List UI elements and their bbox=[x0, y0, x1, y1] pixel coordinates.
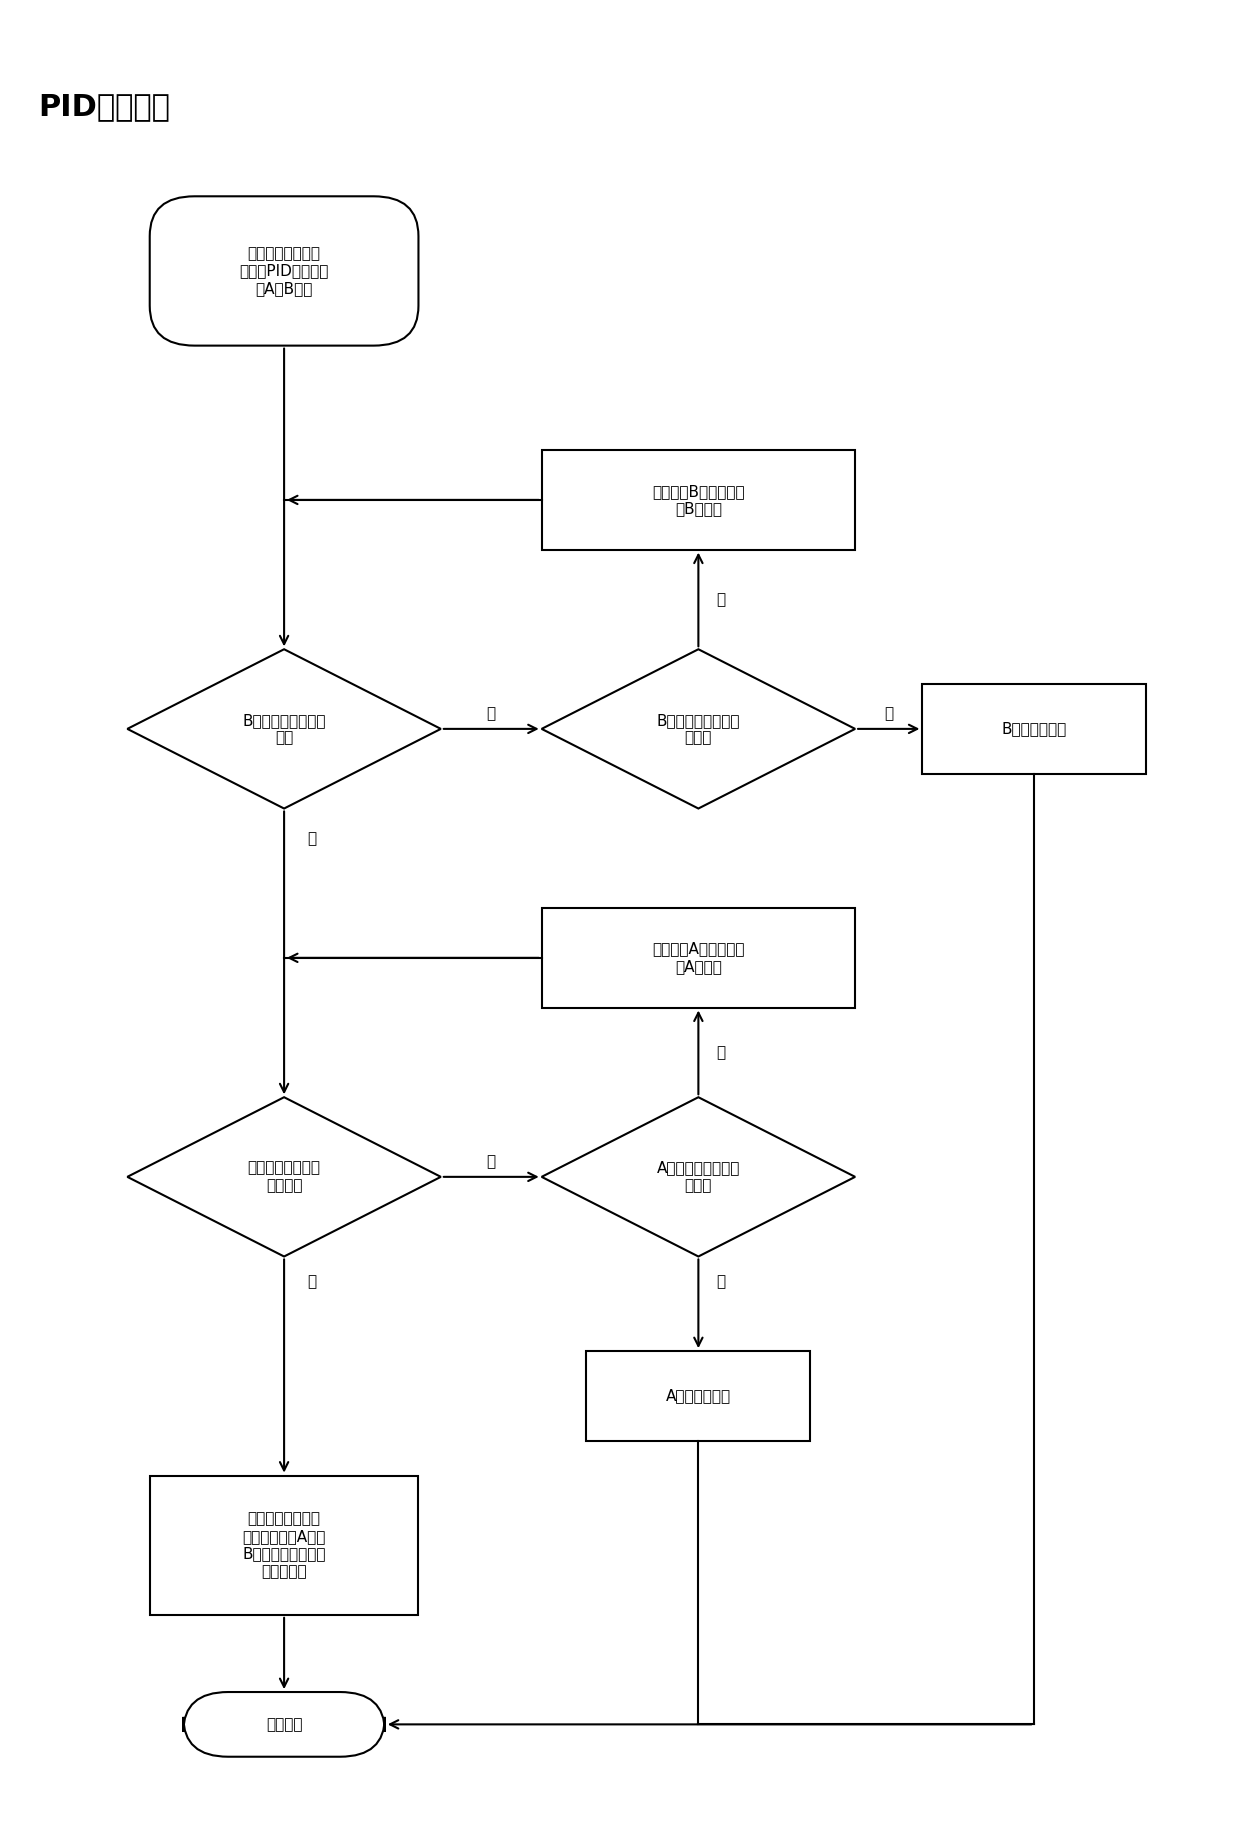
Text: 透前电导是否在偏
差范围内: 透前电导是否在偏 差范围内 bbox=[248, 1161, 321, 1194]
FancyBboxPatch shape bbox=[150, 1475, 418, 1615]
Polygon shape bbox=[542, 1098, 856, 1257]
Text: 是: 是 bbox=[308, 832, 316, 846]
Text: 否: 否 bbox=[486, 706, 496, 721]
Text: 调整成功，记录当
前离子浓度下A泵、
B泵速度，作为下次
调节的依据: 调整成功，记录当 前离子浓度下A泵、 B泵速度，作为下次 调节的依据 bbox=[242, 1512, 326, 1578]
FancyBboxPatch shape bbox=[184, 1693, 384, 1757]
FancyBboxPatch shape bbox=[923, 684, 1146, 774]
Polygon shape bbox=[128, 1098, 441, 1257]
Text: 开始调节B泵转速，下
发B泵速率: 开始调节B泵转速，下 发B泵速率 bbox=[652, 484, 745, 516]
Text: 开始调节A泵转速，下
发A泵速率: 开始调节A泵转速，下 发A泵速率 bbox=[652, 942, 745, 974]
Text: 开始进行微调，下
发使用PID方法计算
的A、B泵速: 开始进行微调，下 发使用PID方法计算 的A、B泵速 bbox=[239, 246, 329, 296]
Text: B浓缩液不合格: B浓缩液不合格 bbox=[1002, 721, 1066, 736]
Polygon shape bbox=[542, 649, 856, 809]
Text: 是: 是 bbox=[717, 1044, 725, 1061]
Text: 微调结束: 微调结束 bbox=[265, 1717, 303, 1732]
FancyBboxPatch shape bbox=[150, 196, 418, 346]
Text: B电导是否在偏差范
围内: B电导是否在偏差范 围内 bbox=[242, 713, 326, 745]
Polygon shape bbox=[128, 649, 441, 809]
Text: 否: 否 bbox=[884, 706, 893, 721]
Text: A泵偏差是否在标准
范围内: A泵偏差是否在标准 范围内 bbox=[657, 1161, 740, 1194]
Text: 否: 否 bbox=[717, 1273, 725, 1288]
Text: 否: 否 bbox=[486, 1155, 496, 1170]
Text: 是: 是 bbox=[308, 1273, 316, 1288]
Text: B泵偏差是否在标准
范围内: B泵偏差是否在标准 范围内 bbox=[657, 713, 740, 745]
Text: A浓缩液不合格: A浓缩液不合格 bbox=[666, 1388, 730, 1403]
FancyBboxPatch shape bbox=[542, 907, 856, 1007]
Text: PID微调过程: PID微调过程 bbox=[37, 92, 170, 120]
Text: 是: 是 bbox=[717, 591, 725, 606]
FancyBboxPatch shape bbox=[542, 451, 856, 549]
FancyBboxPatch shape bbox=[587, 1351, 811, 1441]
